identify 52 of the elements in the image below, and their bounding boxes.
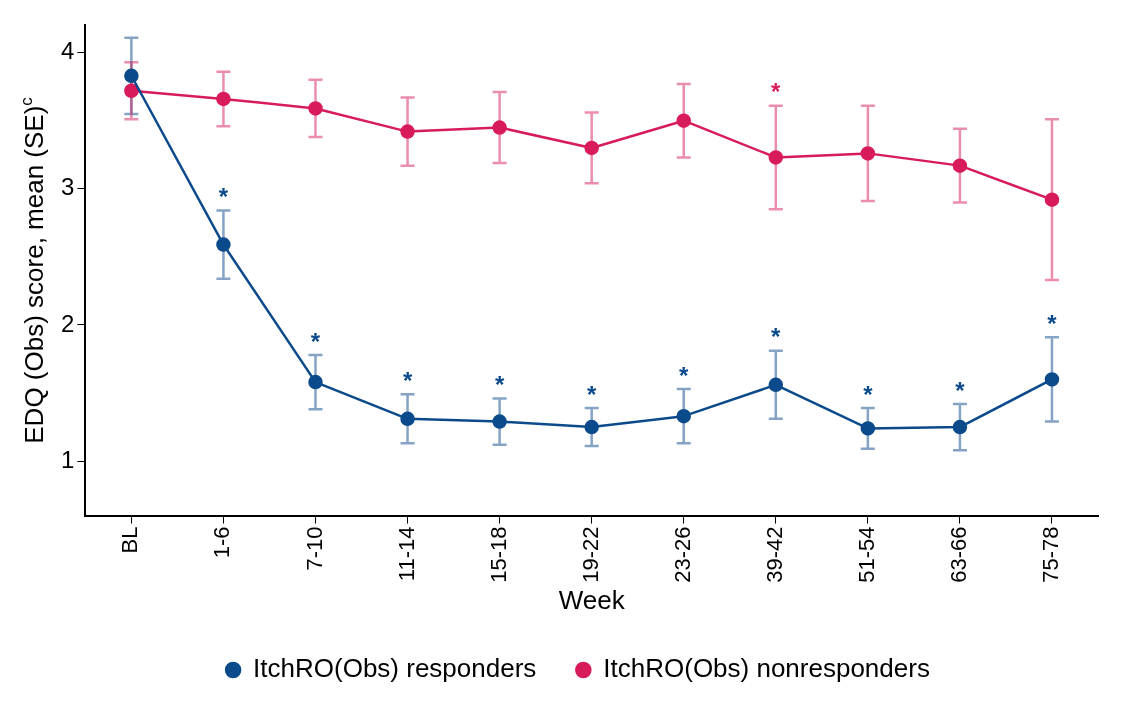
x-tick-label: 7-10 bbox=[301, 526, 327, 571]
annotation: * bbox=[402, 366, 413, 394]
annotation: * bbox=[587, 380, 597, 408]
point bbox=[584, 419, 599, 435]
x-tick-label: 39-42 bbox=[761, 526, 787, 583]
x-tick-label: 1-6 bbox=[209, 526, 235, 559]
point bbox=[952, 158, 968, 173]
annotation: * bbox=[771, 78, 782, 106]
x-tick-label: 63-66 bbox=[945, 526, 971, 583]
point bbox=[676, 113, 691, 128]
y-tick-label: 4 bbox=[60, 37, 75, 65]
y-tick-label: 1 bbox=[60, 445, 75, 473]
point bbox=[492, 414, 507, 429]
point bbox=[308, 101, 323, 116]
point bbox=[124, 83, 139, 98]
point bbox=[860, 421, 876, 436]
annotation: * bbox=[955, 376, 966, 404]
y-tick-label: 2 bbox=[60, 309, 75, 337]
x-tick-label: 23-26 bbox=[669, 526, 695, 583]
x-tick-label: 15-18 bbox=[485, 526, 511, 583]
x-tick-label: 19-22 bbox=[577, 526, 603, 583]
point bbox=[860, 146, 876, 161]
annotation: * bbox=[494, 371, 505, 399]
annotation: * bbox=[218, 183, 229, 211]
point bbox=[308, 374, 323, 390]
point bbox=[768, 377, 784, 393]
point bbox=[216, 237, 231, 252]
annotation: * bbox=[771, 323, 782, 351]
point bbox=[584, 140, 599, 156]
legend-label: ItchRO(Obs) responders bbox=[253, 653, 537, 684]
y-axis-title: EDQ (Obs) score, mean (SE)c bbox=[16, 97, 50, 444]
x-axis-title: Week bbox=[558, 584, 626, 615]
x-tick-label: 51-54 bbox=[853, 526, 879, 583]
point bbox=[216, 91, 231, 107]
y-tick-label: 3 bbox=[60, 173, 75, 201]
annotation: * bbox=[679, 361, 690, 389]
annotation: * bbox=[1047, 309, 1058, 337]
point bbox=[492, 120, 507, 135]
point bbox=[676, 408, 691, 424]
point bbox=[400, 411, 415, 427]
x-tick-label: BL bbox=[117, 526, 143, 554]
point bbox=[400, 124, 415, 139]
point bbox=[1044, 372, 1060, 387]
legend-label: ItchRO(Obs) nonresponders bbox=[603, 653, 930, 684]
x-tick-label: 11-14 bbox=[393, 526, 419, 582]
point bbox=[768, 150, 784, 165]
annotation: * bbox=[863, 380, 874, 408]
point bbox=[1044, 192, 1060, 207]
annotation: * bbox=[310, 327, 321, 355]
x-tick-label: 75-78 bbox=[1038, 526, 1064, 583]
point bbox=[124, 68, 139, 84]
point bbox=[952, 419, 968, 435]
